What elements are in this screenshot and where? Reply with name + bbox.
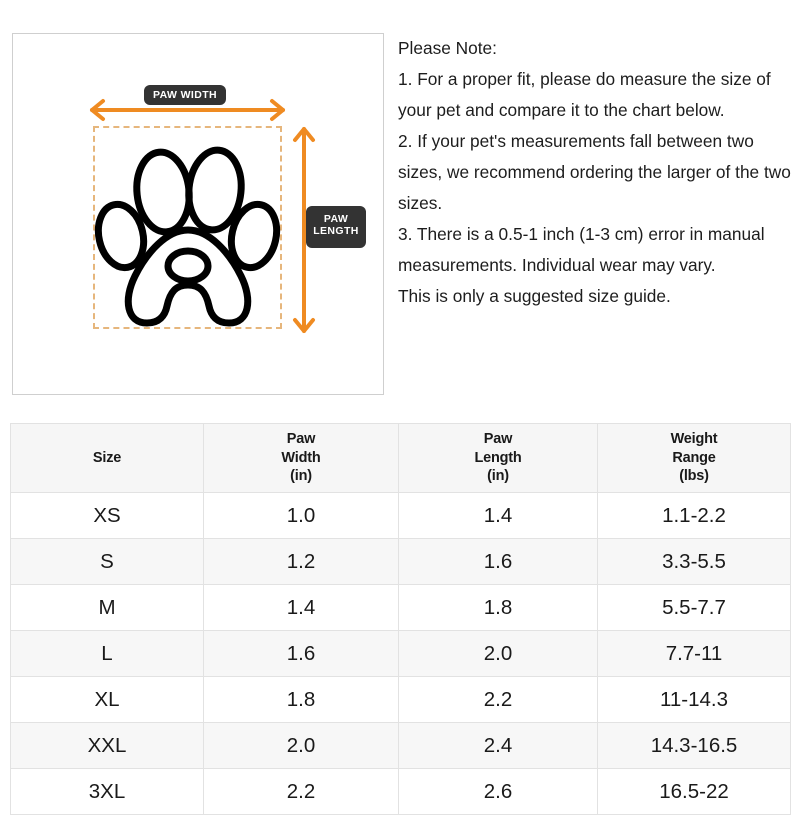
column-header-paw-length-line2: Length bbox=[474, 449, 522, 466]
cell-paw-length: 2.0 bbox=[398, 630, 598, 677]
main-pad-hole bbox=[164, 247, 212, 285]
table-row: XL 1.8 2.2 11-14.3 bbox=[10, 676, 791, 723]
note-item-3: 3. There is a 0.5-1 inch (1-3 cm) error … bbox=[398, 224, 765, 275]
toe-pad-4 bbox=[227, 200, 281, 272]
toe-pad-3 bbox=[185, 146, 245, 234]
note-footer: This is only a suggested size guide. bbox=[398, 286, 671, 306]
table-header-row: Size Paw Width (in) Paw Length (in) Weig… bbox=[10, 423, 791, 493]
cell-paw-length: 1.4 bbox=[398, 492, 598, 539]
cell-weight-range: 14.3-16.5 bbox=[597, 722, 791, 769]
cell-size: XS bbox=[10, 492, 204, 539]
cell-paw-width: 1.8 bbox=[203, 676, 399, 723]
column-header-weight-range-line2: Range bbox=[672, 449, 716, 466]
cell-size: L bbox=[10, 630, 204, 677]
column-header-paw-width-line2: Width bbox=[281, 449, 321, 466]
cell-paw-width: 2.0 bbox=[203, 722, 399, 769]
notes-heading: Please Note: bbox=[398, 38, 497, 58]
cell-paw-length: 1.8 bbox=[398, 584, 598, 631]
table-row: L 1.6 2.0 7.7-11 bbox=[10, 630, 791, 677]
main-paw-pad bbox=[124, 226, 252, 327]
cell-size: XXL bbox=[10, 722, 204, 769]
paw-length-badge: PAW LENGTH bbox=[306, 206, 366, 248]
cell-weight-range: 5.5-7.7 bbox=[597, 584, 791, 631]
column-header-size: Size bbox=[10, 423, 204, 493]
cell-weight-range: 1.1-2.2 bbox=[597, 492, 791, 539]
column-header-paw-length: Paw Length (in) bbox=[398, 423, 598, 493]
paw-length-arrow bbox=[293, 127, 315, 333]
column-header-paw-width: Paw Width (in) bbox=[203, 423, 399, 493]
column-header-paw-width-line3: (in) bbox=[290, 468, 312, 485]
cell-weight-range: 16.5-22 bbox=[597, 768, 791, 815]
column-header-size-line1: Size bbox=[92, 449, 122, 466]
size-chart-table-wrapper: Size Paw Width (in) Paw Length (in) Weig… bbox=[10, 423, 791, 815]
cell-paw-length: 2.2 bbox=[398, 676, 598, 723]
cell-size: 3XL bbox=[10, 768, 204, 815]
paw-length-badge-label-line2: LENGTH bbox=[313, 225, 359, 238]
dog-paw-icon bbox=[94, 146, 281, 327]
paw-measurement-diagram-card: PAW WIDTH PAW LENGTH bbox=[12, 33, 384, 395]
column-header-weight-range-line3: (lbs) bbox=[679, 468, 709, 485]
note-item-1: 1. For a proper fit, please do measure t… bbox=[398, 69, 771, 120]
table-row: XXL 2.0 2.4 14.3-16.5 bbox=[10, 722, 791, 769]
cell-paw-width: 2.2 bbox=[203, 768, 399, 815]
cell-paw-length: 2.6 bbox=[398, 768, 598, 815]
measurement-arrows bbox=[90, 99, 315, 333]
cell-paw-width: 1.4 bbox=[203, 584, 399, 631]
table-head: Size Paw Width (in) Paw Length (in) Weig… bbox=[10, 423, 791, 493]
cell-paw-width: 1.6 bbox=[203, 630, 399, 677]
table-row: XS 1.0 1.4 1.1-2.2 bbox=[10, 492, 791, 539]
table-row: 3XL 2.2 2.6 16.5-22 bbox=[10, 768, 791, 815]
note-item-2: 2. If your pet's measurements fall betwe… bbox=[398, 131, 791, 213]
cell-size: S bbox=[10, 538, 204, 585]
table-body: XS 1.0 1.4 1.1-2.2 S 1.2 1.6 3.3-5.5 M 1.4 1.8 5.5-… bbox=[10, 492, 791, 815]
column-header-weight-range-line1: Weight bbox=[670, 431, 718, 448]
column-header-paw-length-line1: Paw bbox=[483, 431, 513, 448]
diagram-and-notes-area: PAW WIDTH PAW LENGTH Please Note: 1. For… bbox=[12, 33, 796, 395]
please-note-block: Please Note: 1. For a proper fit, please… bbox=[398, 33, 796, 312]
diagram-inner: PAW WIDTH PAW LENGTH bbox=[13, 34, 383, 394]
column-header-paw-width-line1: Paw bbox=[286, 431, 316, 448]
cell-weight-range: 7.7-11 bbox=[597, 630, 791, 677]
cell-paw-length: 1.6 bbox=[398, 538, 598, 585]
table-row: S 1.2 1.6 3.3-5.5 bbox=[10, 538, 791, 585]
cell-paw-width: 1.2 bbox=[203, 538, 399, 585]
paw-width-badge-label: PAW WIDTH bbox=[152, 89, 218, 101]
column-header-paw-length-line3: (in) bbox=[487, 468, 509, 485]
cell-size: M bbox=[10, 584, 204, 631]
cell-size: XL bbox=[10, 676, 204, 723]
size-chart-table: Size Paw Width (in) Paw Length (in) Weig… bbox=[10, 423, 791, 815]
cell-paw-width: 1.0 bbox=[203, 492, 399, 539]
column-header-weight-range: Weight Range (lbs) bbox=[597, 423, 791, 493]
cell-paw-length: 2.4 bbox=[398, 722, 598, 769]
table-row: M 1.4 1.8 5.5-7.7 bbox=[10, 584, 791, 631]
paw-length-badge-label-line1: PAW bbox=[323, 213, 349, 225]
measurement-bounding-box bbox=[93, 126, 282, 329]
cell-weight-range: 3.3-5.5 bbox=[597, 538, 791, 585]
paw-width-arrow bbox=[90, 99, 285, 121]
paw-width-badge: PAW WIDTH bbox=[144, 85, 226, 105]
toe-pad-1 bbox=[94, 200, 148, 272]
cell-weight-range: 11-14.3 bbox=[597, 676, 791, 723]
